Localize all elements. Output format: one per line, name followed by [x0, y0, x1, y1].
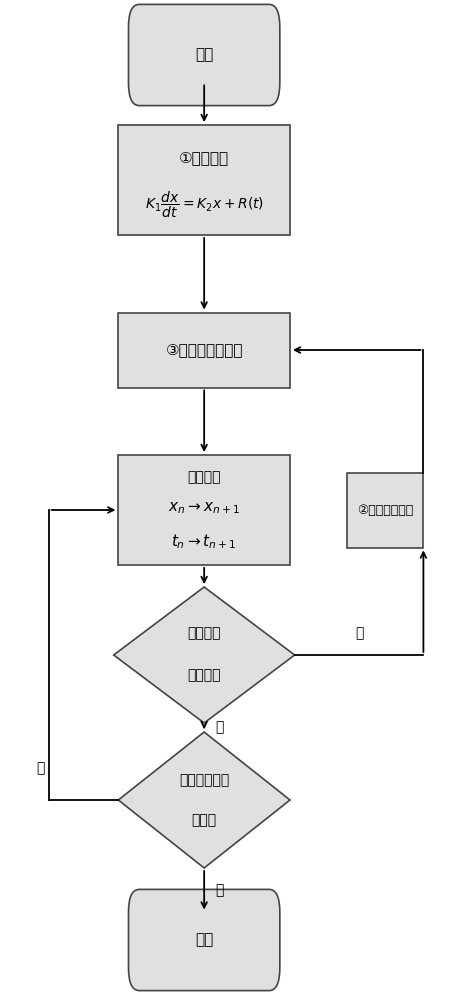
FancyBboxPatch shape [128, 889, 279, 991]
FancyBboxPatch shape [118, 455, 289, 565]
Text: 开关动作: 开关动作 [187, 668, 220, 682]
Text: $\mathit{x}_n \rightarrow \mathit{x}_{n+1}$: $\mathit{x}_n \rightarrow \mathit{x}_{n+… [168, 500, 240, 516]
Text: ①建立方程: ①建立方程 [179, 150, 229, 165]
FancyBboxPatch shape [118, 312, 289, 387]
Text: 否: 否 [36, 761, 44, 775]
Text: 是否发生: 是否发生 [187, 626, 220, 640]
Text: 是: 是 [354, 626, 363, 640]
FancyBboxPatch shape [128, 4, 279, 106]
Text: 迭代求解: 迭代求解 [187, 470, 220, 484]
Text: ③电路状态初始化: ③电路状态初始化 [165, 342, 243, 358]
Text: 到达仿真结束: 到达仿真结束 [179, 773, 229, 787]
Text: ②修改电路方程: ②修改电路方程 [356, 504, 413, 516]
Text: $t_n \rightarrow t_{n+1}$: $t_n \rightarrow t_{n+1}$ [171, 533, 237, 551]
Text: 否: 否 [215, 720, 224, 734]
Polygon shape [113, 587, 294, 723]
Text: 结束: 结束 [194, 932, 213, 948]
FancyBboxPatch shape [118, 125, 289, 235]
Text: 开始: 开始 [194, 47, 213, 62]
Text: 是: 是 [215, 883, 224, 897]
Text: $\mathit{K}_1\dfrac{dx}{dt}=\mathit{K}_2\mathit{x}+\mathit{R}(t)$: $\mathit{K}_1\dfrac{dx}{dt}=\mathit{K}_2… [144, 190, 263, 220]
Text: 时间？: 时间？ [191, 813, 216, 827]
FancyBboxPatch shape [346, 473, 422, 548]
Polygon shape [118, 732, 289, 868]
